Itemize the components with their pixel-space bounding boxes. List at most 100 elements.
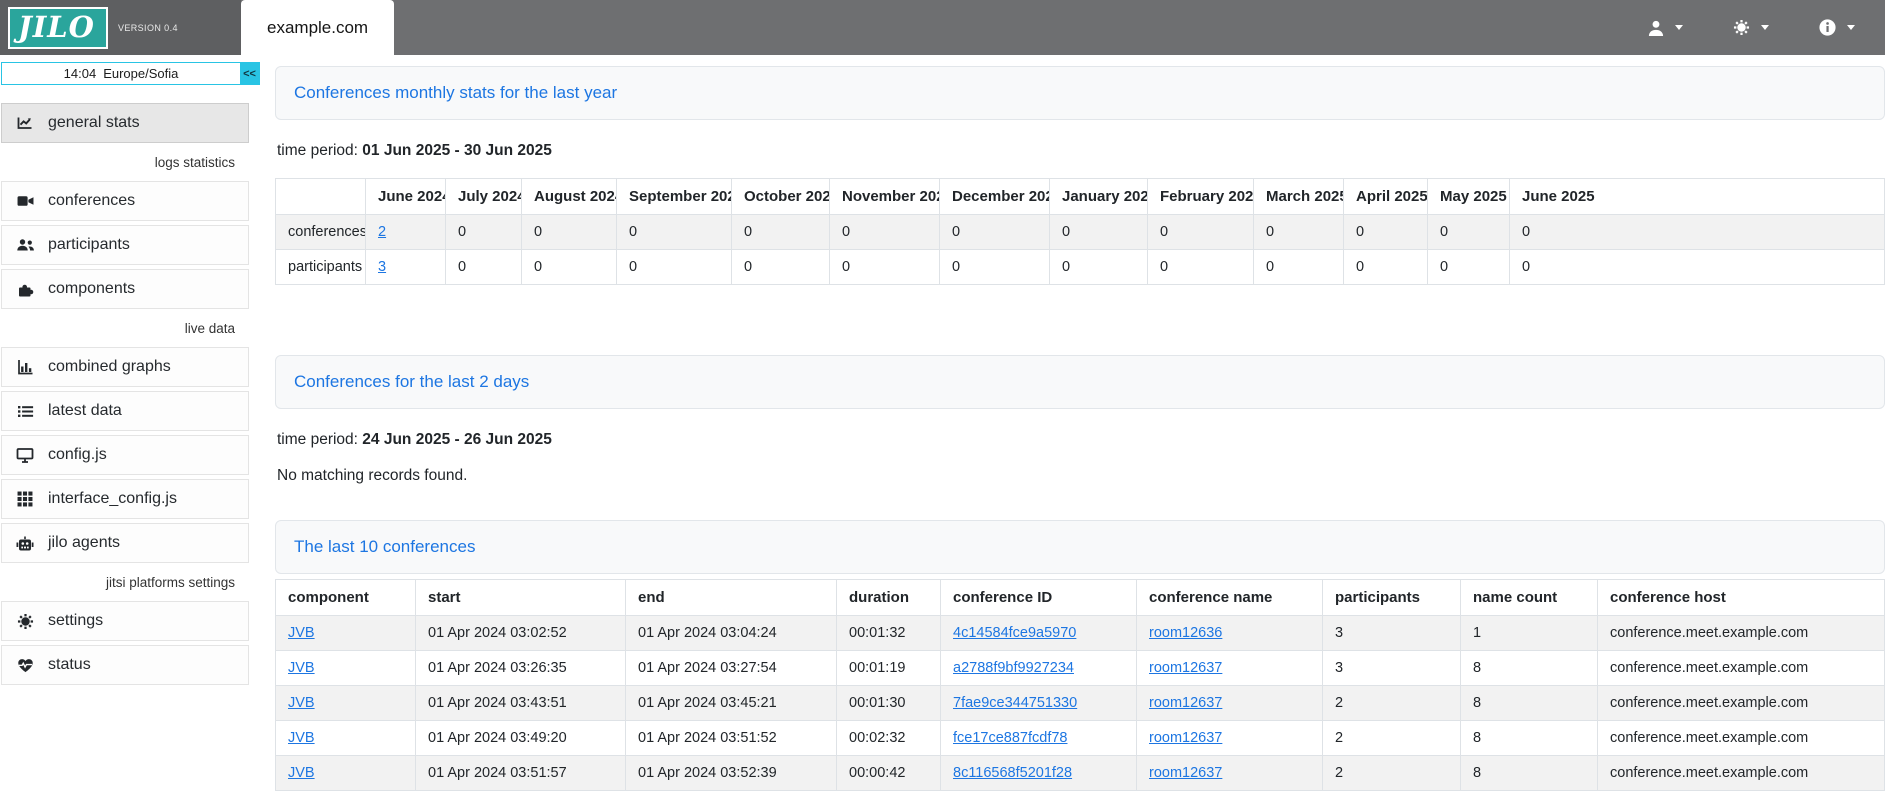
sidebar-item-label: general stats: [48, 114, 140, 132]
sidebar-item-participants[interactable]: participants: [1, 225, 249, 265]
gear-icon: [15, 613, 35, 630]
record-link[interactable]: JVB: [288, 695, 315, 711]
record-link[interactable]: JVB: [288, 625, 315, 641]
cell: JVB: [276, 686, 416, 721]
cell: JVB: [276, 721, 416, 756]
record-link[interactable]: room12637: [1149, 730, 1222, 746]
sidebar-item-jilo-agents[interactable]: jilo agents: [1, 523, 249, 563]
stat-link[interactable]: 2: [378, 224, 386, 240]
column-header: January 2025: [1050, 179, 1148, 215]
tab-example-com[interactable]: example.com: [241, 0, 394, 55]
sidebar-item-latest-data[interactable]: latest data: [1, 391, 249, 431]
sidebar-collapse-button[interactable]: <<: [240, 63, 259, 84]
robot-icon: [15, 536, 35, 551]
main-content: Conferences monthly stats for the last y…: [260, 55, 1885, 809]
record-link[interactable]: JVB: [288, 660, 315, 676]
cell: 01 Apr 2024 03:02:52: [416, 616, 626, 651]
cell: 01 Apr 2024 03:51:52: [626, 721, 837, 756]
cell: conference.meet.example.com: [1598, 616, 1885, 651]
cell: 01 Apr 2024 03:51:57: [416, 756, 626, 791]
cell: 2: [366, 215, 446, 250]
cell: 8: [1461, 651, 1598, 686]
cell: 0: [446, 250, 522, 285]
sidebar-item-conferences[interactable]: conferences: [1, 181, 249, 221]
column-header: October 2024: [732, 179, 830, 215]
monthly-stats-card-header: Conferences monthly stats for the last y…: [275, 66, 1885, 120]
clock-bar: 14:04Europe/Sofia <<: [1, 62, 260, 85]
sidebar-item-status[interactable]: status: [1, 645, 249, 685]
table-row: JVB01 Apr 2024 03:43:5101 Apr 2024 03:45…: [276, 686, 1885, 721]
monthly-stats-title: Conferences monthly stats for the last y…: [294, 83, 617, 103]
settings-menu[interactable]: [1733, 19, 1769, 36]
cell: 0: [1050, 250, 1148, 285]
caret-down-icon: [1675, 25, 1683, 30]
user-menu[interactable]: [1648, 20, 1683, 36]
column-header: name count: [1461, 580, 1598, 616]
cell: 01 Apr 2024 03:43:51: [416, 686, 626, 721]
cell: room12637: [1137, 721, 1323, 756]
caret-down-icon: [1847, 25, 1855, 30]
version-label: VERSION 0.4: [118, 23, 178, 33]
sidebar-item-label: config.js: [48, 446, 107, 464]
grid-icon: [15, 491, 35, 507]
table-row: JVB01 Apr 2024 03:51:5701 Apr 2024 03:52…: [276, 756, 1885, 791]
cell: a2788f9bf9927234: [941, 651, 1137, 686]
cell: 0: [1148, 250, 1254, 285]
sidebar-item-label: latest data: [48, 402, 122, 420]
cell: 0: [1050, 215, 1148, 250]
stat-link[interactable]: 3: [378, 259, 386, 275]
cell: room12637: [1137, 651, 1323, 686]
cell: conference.meet.example.com: [1598, 651, 1885, 686]
record-link[interactable]: room12637: [1149, 765, 1222, 781]
table-header-row: June 2024July 2024August 2024September 2…: [276, 179, 1885, 215]
record-link[interactable]: room12637: [1149, 695, 1222, 711]
column-header: April 2025: [1344, 179, 1428, 215]
record-link[interactable]: fce17ce887fcdf78: [953, 730, 1067, 746]
cell: 0: [446, 215, 522, 250]
table-row: JVB01 Apr 2024 03:26:3501 Apr 2024 03:27…: [276, 651, 1885, 686]
last-10-card-header: The last 10 conferences: [275, 520, 1885, 574]
app-logo: JILO: [8, 7, 108, 49]
record-link[interactable]: 8c116568f5201f28: [953, 765, 1072, 781]
record-link[interactable]: JVB: [288, 730, 315, 746]
cell: 00:02:32: [837, 721, 941, 756]
last-10-section: The last 10 conferences componentstarten…: [275, 520, 1885, 791]
sidebar-item-interface-config-js[interactable]: interface_config.js: [1, 479, 249, 519]
record-link[interactable]: 4c14584fce9a5970: [953, 625, 1076, 641]
cell: conference.meet.example.com: [1598, 686, 1885, 721]
sidebar-item-combined-graphs[interactable]: combined graphs: [1, 347, 249, 387]
column-header: duration: [837, 580, 941, 616]
cell: 3: [366, 250, 446, 285]
cell: conference.meet.example.com: [1598, 756, 1885, 791]
column-header: conference ID: [941, 580, 1137, 616]
cell: 0: [1428, 250, 1510, 285]
cell: 0: [1254, 215, 1344, 250]
cell: 8: [1461, 756, 1598, 791]
cell: 8c116568f5201f28: [941, 756, 1137, 791]
cell: 00:01:19: [837, 651, 941, 686]
last-2-days-time-period: time period: 24 Jun 2025 - 26 Jun 2025: [277, 431, 1885, 449]
clock-timezone: Europe/Sofia: [103, 66, 178, 81]
cell: 01 Apr 2024 03:26:35: [416, 651, 626, 686]
record-link[interactable]: room12637: [1149, 660, 1222, 676]
column-header: June 2025: [1510, 179, 1885, 215]
record-link[interactable]: room12636: [1149, 625, 1222, 641]
sidebar-item-settings[interactable]: settings: [1, 601, 249, 641]
table-row: JVB 01 Apr 2024 03:02:5201 Apr 2024 03:04…: [276, 616, 1885, 651]
gear-icon: [1733, 19, 1750, 36]
cell: 00:01:32: [837, 616, 941, 651]
record-link[interactable]: 7fae9ce344751330: [953, 695, 1077, 711]
cell: 2: [1323, 721, 1461, 756]
info-menu[interactable]: [1819, 19, 1855, 36]
record-link[interactable]: a2788f9bf9927234: [953, 660, 1074, 676]
column-header: December 2024: [940, 179, 1050, 215]
monthly-time-period: time period: 01 Jun 2025 - 30 Jun 2025: [277, 142, 1885, 160]
column-header: [276, 179, 366, 215]
column-header: August 2024: [522, 179, 617, 215]
sidebar-item-general-stats[interactable]: general stats: [1, 103, 249, 143]
record-link[interactable]: JVB: [288, 765, 315, 781]
sidebar-item-config-js[interactable]: config.js: [1, 435, 249, 475]
sidebar: 14:04Europe/Sofia << general statslogs s…: [0, 55, 260, 809]
sidebar-item-components[interactable]: components: [1, 269, 249, 309]
cell: 01 Apr 2024 03:04:24: [626, 616, 837, 651]
